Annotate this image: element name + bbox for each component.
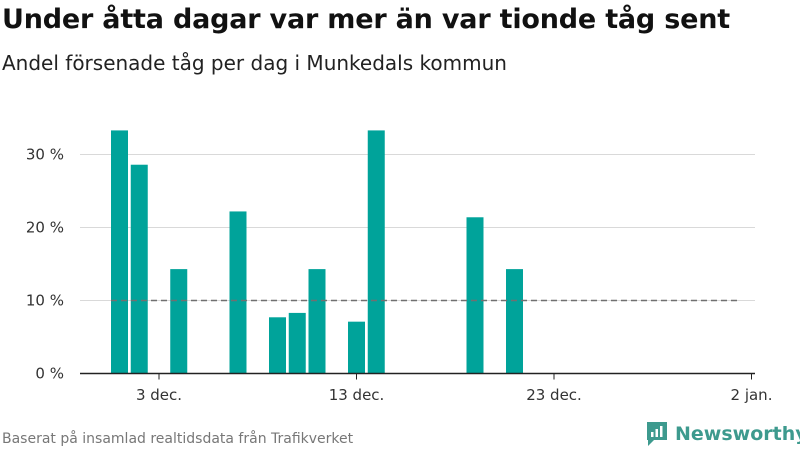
bar (308, 269, 326, 374)
y-tick-label: 0 % (35, 365, 64, 383)
x-axis-labels: 3 dec. 13 dec. 23 dec. 2 jan. (136, 386, 773, 404)
bar (170, 269, 188, 374)
x-tick-label: 2 jan. (731, 386, 773, 404)
bar (229, 211, 247, 374)
bar (111, 130, 128, 374)
bars (111, 130, 523, 374)
x-axis (80, 372, 755, 380)
bar-chart: 0 % 10 % 20 % 30 % 3 dec. 13 dec. 23 dec. 2 ja… (26, 130, 773, 404)
bar (506, 269, 523, 374)
y-axis-labels: 0 % 10 % 20 % 30 % (26, 146, 64, 383)
bar (466, 217, 484, 374)
chart-title: Under åtta dagar var mer än var tionde t… (2, 4, 730, 35)
bar (367, 130, 385, 374)
y-tick-label: 30 % (26, 146, 64, 164)
brand-name: Newsworthy (675, 423, 800, 445)
x-tick-label: 13 dec. (329, 386, 385, 404)
bar (269, 317, 286, 374)
source-note: Baserat på insamlad realtidsdata från Tr… (2, 431, 354, 447)
chart-subtitle: Andel försenade tåg per dag i Munkedals … (2, 51, 507, 75)
bar (130, 164, 148, 374)
y-tick-label: 10 % (26, 292, 64, 310)
x-tick-label: 3 dec. (136, 386, 182, 404)
x-tick-label: 23 dec. (526, 386, 582, 404)
newsworthy-logo-icon (647, 422, 667, 446)
y-tick-label: 20 % (26, 219, 64, 237)
bar (288, 312, 306, 374)
newsworthy-logo: Newsworthy (645, 420, 800, 448)
bar (348, 321, 365, 374)
